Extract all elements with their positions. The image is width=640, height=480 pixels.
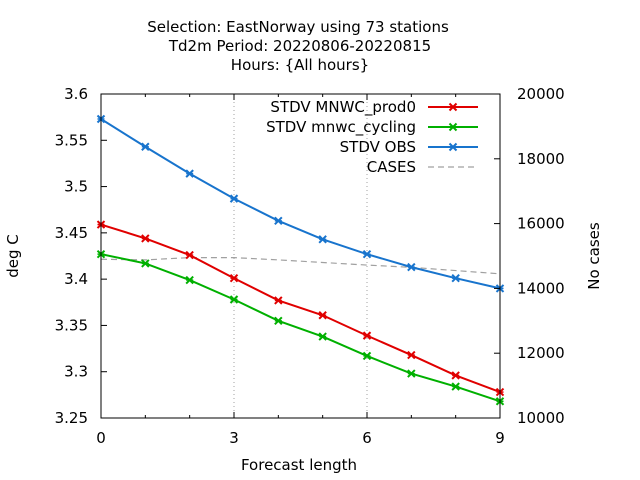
y2-tick-label: 14000 — [517, 279, 565, 297]
title-line-3: Hours: {All hours} — [231, 56, 369, 74]
legend-entry: CASES — [367, 158, 478, 176]
y2-axis-label: No cases — [585, 222, 603, 290]
data-point — [229, 274, 239, 283]
data-point — [451, 274, 460, 283]
data-point — [362, 331, 372, 340]
x-tick-label: 9 — [495, 429, 505, 447]
plot-frame — [100, 93, 501, 419]
data-point — [185, 250, 194, 260]
title-line-1: Selection: EastNorway using 73 stations — [147, 18, 449, 36]
y2-tick-label: 10000 — [517, 409, 565, 427]
y-tick-label: 3.5 — [64, 178, 88, 196]
series-cases — [100, 257, 501, 275]
y2-tick-label: 20000 — [517, 85, 565, 103]
legend-marker — [448, 122, 458, 132]
legend-entry: STDV MNWC_prod0 — [270, 98, 478, 117]
y-tick-label: 3.4 — [64, 270, 88, 288]
y-tick-label: 3.6 — [64, 85, 88, 103]
data-point — [141, 259, 150, 268]
series-line — [100, 118, 501, 290]
x-axis-label: Forecast length — [241, 456, 357, 474]
series-stdv-obs — [96, 114, 505, 293]
x-tick-label: 3 — [229, 429, 239, 447]
y-tick-label: 3.3 — [64, 363, 88, 381]
title-line-2: Td2m Period: 20220806-20220815 — [168, 37, 431, 55]
data-point — [362, 351, 372, 361]
series-line — [100, 257, 501, 275]
chart-title: Selection: EastNorway using 73 stations … — [147, 18, 449, 74]
data-point — [451, 382, 460, 391]
legend-marker — [448, 102, 458, 112]
y-tick-label: 3.45 — [55, 224, 88, 242]
data-point — [318, 311, 327, 320]
data-point — [229, 295, 239, 304]
data-point — [407, 350, 416, 360]
y-axis-label: deg C — [4, 234, 22, 278]
series-stdv-mnwc-cycling — [96, 249, 505, 406]
data-point — [141, 234, 150, 243]
data-point — [318, 332, 327, 341]
data-point — [407, 262, 416, 272]
data-point — [229, 194, 239, 203]
x-tick-label: 0 — [96, 429, 106, 447]
y2-tick-label: 18000 — [517, 150, 565, 168]
data-point — [185, 275, 194, 285]
y-tick-label: 3.35 — [55, 316, 88, 334]
axes-labels: Forecast length deg C No cases — [4, 222, 603, 474]
legend-label: STDV mnwc_cycling — [266, 118, 416, 137]
data-point — [318, 235, 327, 244]
data-point — [274, 296, 283, 305]
legend-label: STDV OBS — [340, 138, 416, 156]
series-line — [100, 253, 501, 403]
data-point — [407, 369, 416, 378]
series-line — [100, 223, 501, 394]
data-point — [362, 249, 372, 259]
data-point — [185, 169, 194, 178]
data-point — [451, 371, 460, 380]
series-stdv-mnwc-prod0 — [96, 220, 505, 397]
x-tick-label: 6 — [362, 429, 372, 447]
y-tick-label: 3.55 — [55, 131, 88, 149]
y2-tick-label: 16000 — [517, 215, 565, 233]
legend-entry: STDV OBS — [340, 138, 478, 156]
ticks-layer: 0 3 6 9 3.25 3.3 3.35 3.4 3.45 3.5 3.55 3.6 10000 120… — [55, 85, 565, 447]
data-point — [274, 216, 283, 226]
legend-entry: STDV mnwc_cycling — [266, 118, 478, 137]
legend-label: STDV MNWC_prod0 — [270, 98, 416, 117]
legend-marker — [448, 142, 458, 152]
y2-tick-label: 12000 — [517, 344, 565, 362]
series-layer — [96, 114, 505, 406]
data-point — [141, 142, 150, 151]
y-tick-label: 3.25 — [55, 409, 88, 427]
data-point — [274, 316, 283, 326]
legend-label: CASES — [367, 158, 416, 176]
